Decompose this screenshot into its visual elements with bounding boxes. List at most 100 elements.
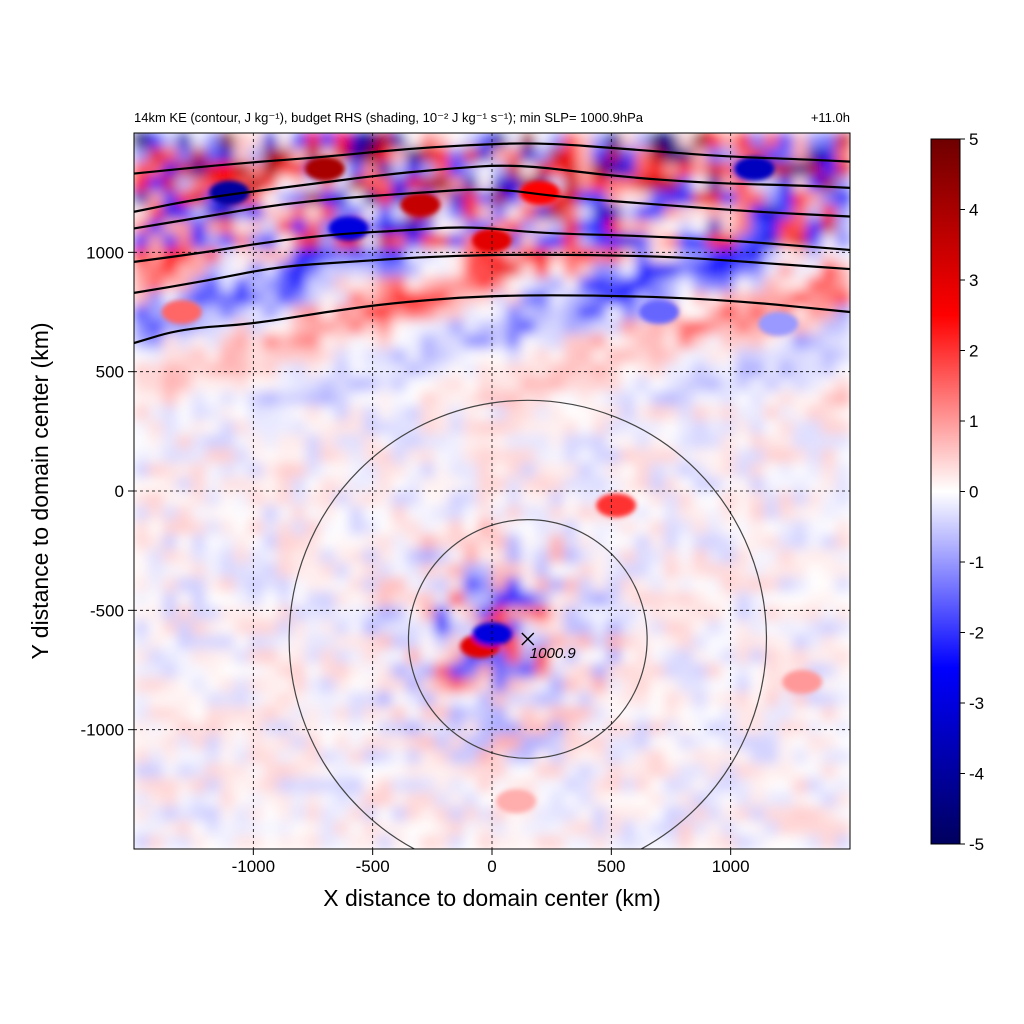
shading-cell xyxy=(248,419,264,435)
shading-cell xyxy=(735,462,751,478)
shading-cell xyxy=(735,591,751,607)
shading-cell xyxy=(291,591,307,607)
shading-cell xyxy=(449,591,464,607)
shading-cell xyxy=(520,290,536,306)
shading-cell xyxy=(706,204,722,220)
shading-cell xyxy=(434,820,450,836)
shading-cell xyxy=(406,405,421,420)
shading-cell xyxy=(606,576,622,592)
shading-cell xyxy=(291,791,307,807)
shading-cell xyxy=(749,691,765,707)
shading-cell xyxy=(749,462,765,478)
shading-cell xyxy=(807,190,822,206)
shading-cell xyxy=(248,290,264,306)
shading-cell xyxy=(520,304,536,320)
shading-cell xyxy=(205,562,221,578)
shading-cell xyxy=(706,218,722,234)
shading-cell xyxy=(492,591,507,607)
shading-cell xyxy=(549,491,565,506)
shading-cell xyxy=(391,791,407,807)
shading-cell xyxy=(277,419,293,435)
shading-cell xyxy=(764,376,779,392)
shading-cell xyxy=(248,247,264,263)
shading-cell xyxy=(248,433,264,449)
shading-cell xyxy=(406,791,421,807)
shading-cell xyxy=(191,834,207,849)
shading-cell xyxy=(348,763,364,778)
shading-cell xyxy=(492,147,507,163)
shading-cell xyxy=(835,290,850,306)
shading-cell xyxy=(592,791,608,807)
shading-cell xyxy=(534,734,550,750)
shading-cell xyxy=(363,333,379,349)
shading-cell xyxy=(735,133,751,148)
shading-cell xyxy=(291,133,307,148)
shading-cell xyxy=(821,133,837,148)
shading-cell xyxy=(291,634,307,650)
shading-cell xyxy=(721,376,737,392)
shading-cell xyxy=(606,133,622,148)
shading-cell xyxy=(520,548,536,564)
shading-cell xyxy=(291,405,307,420)
shading-cell xyxy=(334,662,350,678)
shading-cell xyxy=(406,147,421,163)
shading-cell xyxy=(162,777,178,793)
shading-cell xyxy=(134,462,149,478)
shading-cell xyxy=(234,619,250,635)
shading-cell xyxy=(176,834,192,849)
shading-cell xyxy=(291,734,307,750)
shading-cell xyxy=(721,319,737,335)
shading-cell xyxy=(391,505,407,521)
shading-cell xyxy=(477,290,493,306)
shading-cell xyxy=(706,619,722,635)
shading-cell xyxy=(234,648,250,664)
shading-cell xyxy=(291,376,307,392)
shading-cell xyxy=(663,376,679,392)
shading-cell xyxy=(506,261,522,277)
shading-cell xyxy=(635,562,651,578)
shading-cell xyxy=(749,777,765,793)
shading-cell xyxy=(291,648,307,664)
shading-cell xyxy=(692,777,708,793)
shading-cell xyxy=(534,591,550,607)
shading-cell xyxy=(520,519,536,535)
shading-cell xyxy=(563,619,579,635)
shading-cell xyxy=(807,777,822,793)
shading-cell xyxy=(692,419,708,435)
shading-cell xyxy=(492,462,507,478)
shading-cell xyxy=(449,333,464,349)
shading-cell xyxy=(205,261,221,277)
shading-cell xyxy=(176,691,192,707)
shading-cell xyxy=(477,820,493,836)
shading-cell xyxy=(463,834,479,849)
shading-cell xyxy=(520,276,536,292)
shading-cell xyxy=(606,476,622,492)
shading-cell xyxy=(835,605,850,621)
shading-cell xyxy=(377,562,393,578)
shading-cell xyxy=(191,390,207,406)
shading-cell xyxy=(635,533,651,549)
shading-cell xyxy=(764,519,779,535)
shading-cell xyxy=(821,820,837,836)
shading-cell xyxy=(305,247,321,263)
shading-cell xyxy=(406,806,421,821)
shading-cell xyxy=(635,405,651,420)
shading-cell xyxy=(234,533,250,549)
shading-cell xyxy=(678,462,694,478)
shading-cell xyxy=(477,276,493,292)
shading-cell xyxy=(649,533,665,549)
shading-cell xyxy=(134,261,149,277)
shading-cell xyxy=(620,175,636,191)
shading-cell xyxy=(320,491,336,506)
shading-cell xyxy=(420,147,436,163)
shading-cell xyxy=(549,204,565,220)
shading-cell xyxy=(721,648,737,664)
shading-cell xyxy=(148,505,164,521)
shading-cell xyxy=(134,705,149,721)
shading-cell xyxy=(492,433,507,449)
shading-cell xyxy=(577,562,593,578)
shading-cell xyxy=(534,476,550,492)
shading-cell xyxy=(191,562,207,578)
shading-cell xyxy=(134,533,149,549)
shading-cell xyxy=(477,562,493,578)
